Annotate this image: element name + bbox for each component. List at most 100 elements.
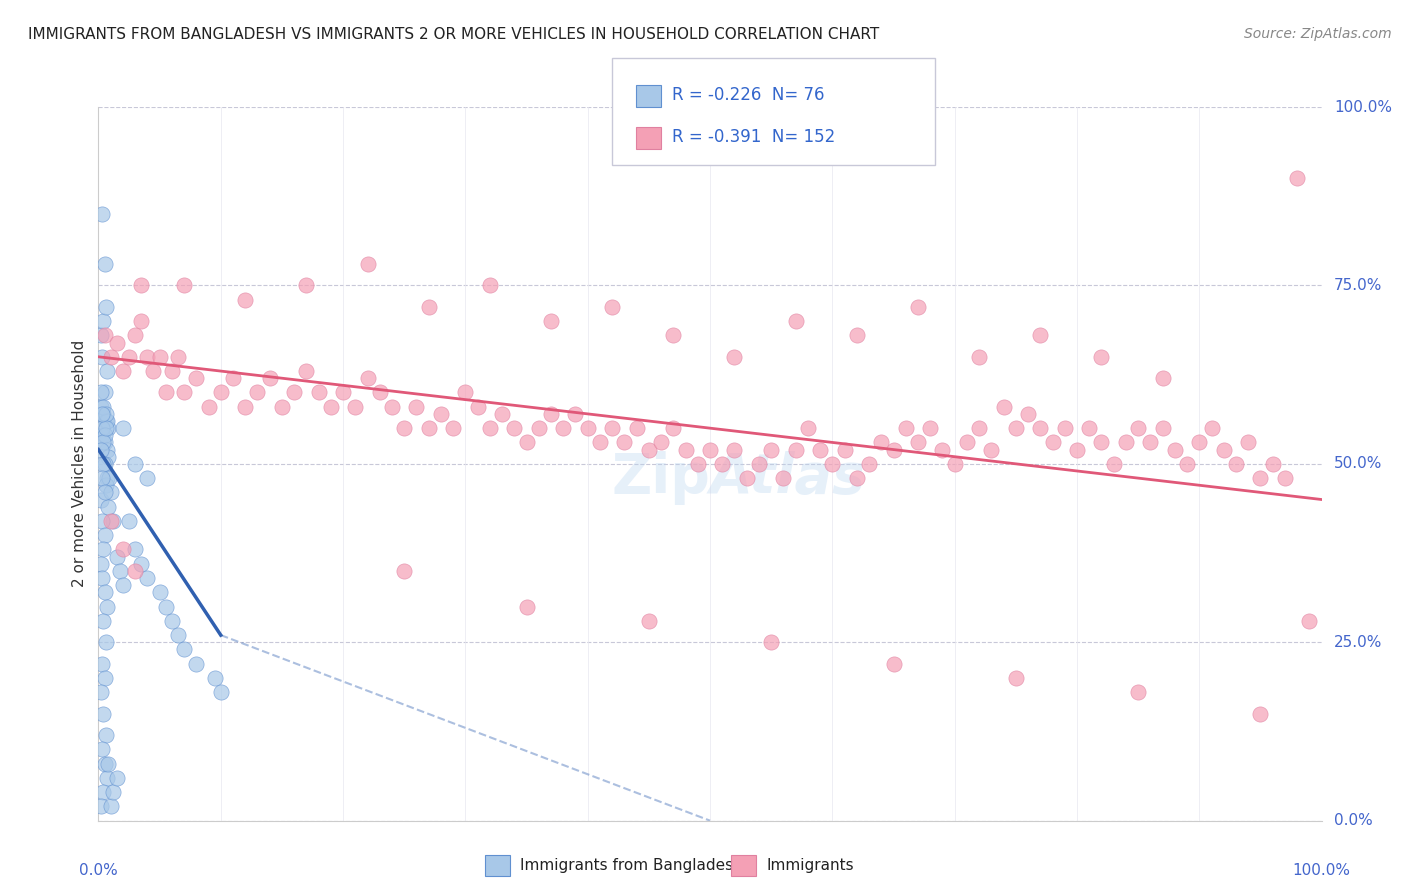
Point — [920, 421, 942, 435]
Point — [761, 635, 783, 649]
Point — [96, 471, 118, 485]
Text: 50.0%: 50.0% — [1334, 457, 1382, 471]
Point — [1090, 435, 1112, 450]
Point — [105, 549, 128, 564]
Point — [356, 371, 378, 385]
Point — [91, 407, 114, 421]
Point — [246, 385, 269, 400]
Point — [723, 350, 745, 364]
Point — [97, 500, 120, 514]
Point — [1188, 435, 1211, 450]
Point — [1225, 457, 1247, 471]
Point — [883, 442, 905, 457]
Point — [295, 364, 318, 378]
Point — [100, 514, 122, 528]
Point — [91, 428, 114, 442]
Point — [90, 400, 112, 414]
Point — [149, 350, 172, 364]
Point — [993, 400, 1015, 414]
Point — [344, 400, 367, 414]
Point — [93, 671, 115, 685]
Point — [124, 564, 146, 578]
Point — [503, 421, 526, 435]
Point — [797, 421, 820, 435]
Point — [467, 400, 489, 414]
Point — [381, 400, 404, 414]
Point — [90, 557, 112, 571]
Point — [91, 614, 114, 628]
Point — [1250, 471, 1272, 485]
Point — [418, 421, 440, 435]
Point — [149, 585, 172, 599]
Point — [136, 471, 159, 485]
Point — [94, 407, 117, 421]
Point — [111, 421, 134, 435]
Point — [858, 457, 880, 471]
Point — [93, 435, 115, 450]
Point — [1152, 371, 1174, 385]
Point — [441, 421, 464, 435]
Point — [637, 614, 661, 628]
Point — [761, 442, 783, 457]
Point — [96, 599, 118, 614]
Point — [834, 442, 856, 457]
Point — [1175, 457, 1198, 471]
Point — [845, 471, 868, 485]
Point — [1298, 614, 1320, 628]
Point — [111, 542, 134, 557]
Text: Immigrants from Bangladesh: Immigrants from Bangladesh — [520, 858, 742, 872]
Point — [1004, 671, 1026, 685]
Point — [197, 400, 219, 414]
Point — [626, 421, 648, 435]
Point — [392, 421, 416, 435]
Point — [91, 314, 114, 328]
Point — [101, 514, 124, 528]
Point — [91, 514, 114, 528]
Point — [711, 457, 734, 471]
Point — [1042, 435, 1064, 450]
Point — [93, 756, 115, 771]
Point — [931, 442, 953, 457]
Point — [662, 328, 685, 343]
Point — [142, 364, 165, 378]
Text: 100.0%: 100.0% — [1292, 863, 1351, 879]
Point — [808, 442, 831, 457]
Point — [91, 742, 114, 756]
Text: Atlas: Atlas — [710, 451, 866, 505]
Point — [491, 407, 513, 421]
Point — [160, 614, 183, 628]
Point — [93, 585, 115, 599]
Point — [772, 471, 794, 485]
Point — [94, 414, 117, 428]
Text: IMMIGRANTS FROM BANGLADESH VS IMMIGRANTS 2 OR MORE VEHICLES IN HOUSEHOLD CORRELA: IMMIGRANTS FROM BANGLADESH VS IMMIGRANTS… — [28, 27, 879, 42]
Point — [97, 450, 120, 464]
Point — [686, 457, 709, 471]
Point — [418, 300, 440, 314]
Point — [1274, 471, 1296, 485]
Point — [430, 407, 453, 421]
Text: 25.0%: 25.0% — [1334, 635, 1382, 649]
Point — [613, 435, 636, 450]
Point — [96, 771, 118, 785]
Point — [1102, 457, 1125, 471]
Point — [662, 421, 685, 435]
Point — [94, 421, 117, 435]
Point — [209, 685, 232, 699]
Point — [129, 314, 152, 328]
Point — [90, 442, 112, 457]
Point — [209, 385, 232, 400]
Point — [319, 400, 342, 414]
Point — [173, 385, 195, 400]
Point — [97, 756, 120, 771]
Point — [907, 435, 929, 450]
Point — [118, 514, 141, 528]
Point — [1286, 171, 1309, 186]
Point — [91, 207, 114, 221]
Point — [93, 385, 115, 400]
Point — [1212, 442, 1234, 457]
Point — [91, 706, 114, 721]
Y-axis label: 2 or more Vehicles in Household: 2 or more Vehicles in Household — [72, 340, 87, 588]
Point — [91, 435, 114, 450]
Point — [600, 300, 623, 314]
Point — [1115, 435, 1137, 450]
